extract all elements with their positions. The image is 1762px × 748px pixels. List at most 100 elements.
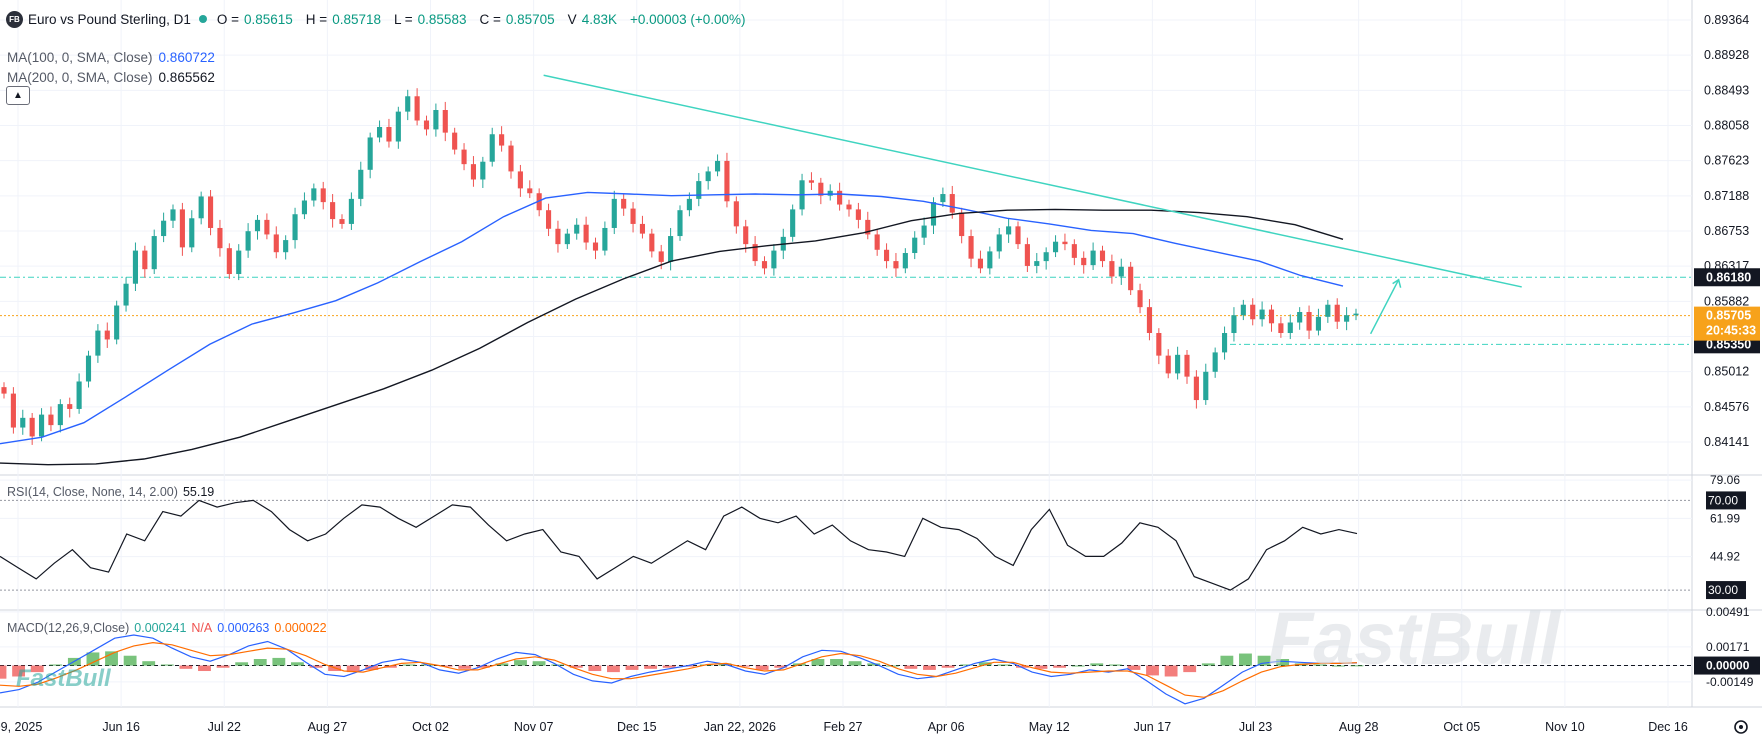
candle-body [1278,323,1284,334]
macd-histogram-bar [923,665,936,670]
low-value: 0.85583 [417,11,467,27]
low-label: L = [394,11,413,27]
x-tick-label: Dec 15 [617,720,657,734]
candle-body [930,202,937,226]
candle-body [198,196,204,219]
candle-body [977,258,984,269]
candle-body [1052,241,1059,253]
macd-histogram-bar [1015,665,1029,668]
candle-body [301,200,308,215]
macd-histogram-bar [383,665,397,668]
candle-body [76,381,82,409]
candle-body [771,250,777,269]
macd-histogram-bar [1313,664,1327,666]
candle-body [508,145,514,172]
macd-histogram-bar [1164,665,1178,677]
rsi-level-tag-text: 70.00 [1708,493,1738,507]
candle-body [1006,226,1012,235]
candle-body [1184,354,1190,377]
macd-histogram-bar [346,665,360,673]
current-price-tag [1694,306,1760,341]
candle-body [311,188,317,201]
macd-histogram-bar [904,665,918,669]
candle-body [1268,309,1275,324]
fastbull-small-watermark: FastBull [16,665,111,692]
macd-tick-label: -0.00149 [1706,675,1754,689]
candle-body [714,160,721,172]
candle-body [574,224,580,234]
ma200-value: 0.865562 [158,70,215,85]
x-tick-label: Dec 16 [1648,720,1688,734]
macd-histogram-bar [123,655,137,666]
candle-body [611,198,617,228]
x-tick-label: Feb 27 [824,720,863,734]
macd-histogram-bar [1220,655,1234,666]
candle-body [846,204,852,210]
collapse-legend-button[interactable]: ▲ [6,86,30,105]
candle-body [940,194,946,203]
rsi-tick-label: 79.06 [1710,473,1740,487]
x-tick-label: Oct 05 [1443,720,1480,734]
macd-value-3: 0.000263 [217,621,270,635]
rsi-tick-label: 61.99 [1710,511,1740,525]
candle-body [414,96,420,121]
candle-body [1043,252,1049,262]
ma100-value: 0.860722 [158,50,215,65]
x-tick-label: 09, 2025 [0,720,42,734]
candle-body [20,417,26,428]
candle-body [273,234,279,253]
candle-body [395,111,401,142]
macd-histogram-bar [941,665,955,668]
candle-body [893,261,899,269]
candle-body [1240,304,1246,316]
candle-body [1287,322,1293,334]
resistance-price-tag-text: 0.86180 [1706,270,1751,284]
candle-body [696,181,702,199]
ma100-legend[interactable]: MA(100, 0, SMA, Close) 0.860722 [7,50,215,65]
macd-histogram-bar [291,662,304,666]
candle-body [179,209,185,248]
ma200-legend[interactable]: MA(200, 0, SMA, Close) 0.865562 [7,70,215,85]
candle-body [254,219,261,232]
macd-histogram-bar [1201,663,1215,666]
current-price-tag-text: 20:45:33 [1706,324,1756,338]
candle-body [649,233,655,252]
x-tick-label: Jun 16 [102,720,140,734]
candle-body [480,161,486,180]
candle-body [677,210,683,237]
rsi-legend[interactable]: RSI(14, Close, None, 14, 2.00) 55.19 [7,485,214,499]
symbol-title[interactable]: Euro vs Pound Sterling, D1 [28,11,191,27]
x-tick-label: Nov 07 [514,720,554,734]
macd-histogram-bar [365,665,379,670]
rsi-label: RSI(14, Close, None, 14, 2.00) [7,485,178,499]
macd-tick-label: 0.00491 [1706,605,1750,619]
macd-legend[interactable]: MACD(12,26,9,Close) 0.000241 N/A 0.000263 0.… [7,621,327,635]
macd-zero-tag [1694,656,1760,675]
candle-body [733,201,739,227]
candle-body [790,209,796,237]
macd-histogram-bar [253,659,267,666]
macd-histogram-bar [1071,665,1085,667]
macd-histogram-bar [867,663,881,666]
candle-body [442,110,448,133]
ma200-label: MA(200, 0, SMA, Close) [7,70,153,85]
rsi-tick-label: 44.92 [1710,550,1740,564]
candle-body [752,244,758,262]
macd-histogram-bar [1257,655,1271,666]
candle-body [912,237,918,254]
candle-body [1353,313,1359,316]
candle-body [170,209,176,221]
macd-histogram-bar [978,662,992,666]
macd-histogram-bar [997,664,1011,666]
resistance-price-tag [1694,268,1760,287]
macd-histogram-bar [830,659,843,666]
candle-body [1034,261,1040,266]
candle-body [686,198,692,211]
candle-body [142,250,148,270]
settings-gear-icon [1734,720,1748,734]
y-tick-label: 0.87623 [1704,154,1749,168]
candle-body [837,190,843,205]
macd-histogram-bar [439,665,453,667]
macd-histogram-bar [1350,665,1364,667]
